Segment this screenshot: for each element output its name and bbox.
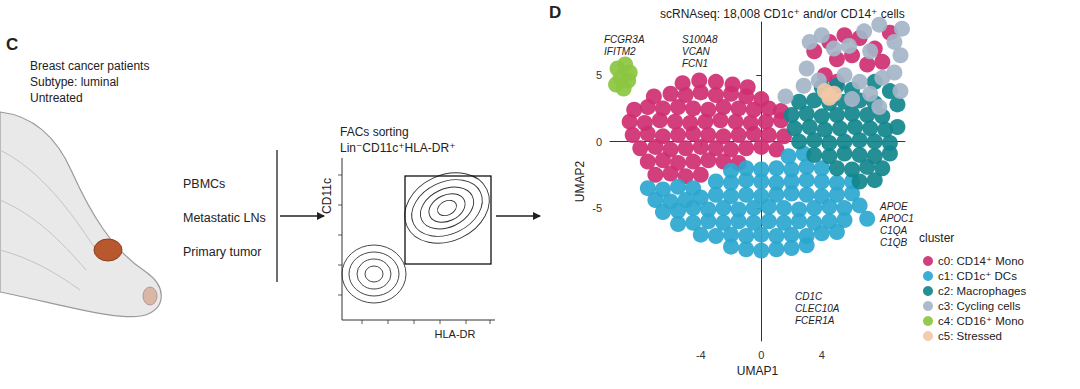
svg-text:CD11c: CD11c	[320, 178, 334, 214]
svg-text:HLA-DR: HLA-DR	[435, 328, 476, 340]
svg-text:C: C	[6, 35, 18, 54]
svg-text:-5: -5	[592, 202, 602, 214]
svg-text:Breast cancer patients: Breast cancer patients	[30, 59, 149, 73]
svg-text:Metastatic LNs: Metastatic LNs	[183, 211, 266, 225]
svg-text:S100A8: S100A8	[682, 34, 718, 45]
svg-text:scRNAseq: 18,008 CD1c⁺ and/or: scRNAseq: 18,008 CD1c⁺ and/or CD14⁺ cell…	[660, 7, 905, 21]
svg-text:C1QA: C1QA	[880, 225, 908, 236]
svg-text:c0: CD14⁺ Mono: c0: CD14⁺ Mono	[938, 255, 1024, 267]
svg-text:Lin⁻CD11c⁺HLA-DR⁺: Lin⁻CD11c⁺HLA-DR⁺	[340, 141, 455, 155]
svg-text:4: 4	[819, 349, 825, 361]
svg-text:Untreated: Untreated	[30, 91, 83, 105]
svg-text:0: 0	[758, 349, 764, 361]
svg-text:C1QB: C1QB	[880, 237, 908, 248]
svg-text:cluster: cluster	[919, 231, 954, 245]
svg-text:-4: -4	[696, 349, 706, 361]
svg-text:VCAN: VCAN	[682, 46, 711, 57]
svg-text:CD1C: CD1C	[795, 291, 823, 302]
svg-text:c5: Stressed: c5: Stressed	[938, 330, 1002, 342]
svg-text:APOE: APOE	[879, 201, 908, 212]
svg-text:APOC1: APOC1	[879, 213, 914, 224]
svg-text:FCGR3A: FCGR3A	[604, 34, 645, 45]
svg-text:5: 5	[596, 69, 602, 81]
svg-text:c4: CD16⁺ Mono: c4: CD16⁺ Mono	[938, 315, 1024, 327]
svg-text:CLEC10A: CLEC10A	[795, 303, 840, 314]
svg-text:c3: Cycling cells: c3: Cycling cells	[938, 300, 1021, 312]
svg-text:0: 0	[596, 136, 602, 148]
svg-text:PBMCs: PBMCs	[183, 177, 225, 191]
svg-text:c1: CD1c⁺ DCs: c1: CD1c⁺ DCs	[938, 270, 1017, 282]
svg-text:Subtype: luminal: Subtype: luminal	[30, 75, 119, 89]
svg-text:D: D	[549, 3, 561, 22]
svg-text:FCER1A: FCER1A	[795, 315, 835, 326]
svg-text:c2: Macrophages: c2: Macrophages	[938, 285, 1026, 297]
svg-text:UMAP1: UMAP1	[737, 364, 779, 378]
svg-text:IFITM2: IFITM2	[604, 46, 636, 57]
svg-text:Primary tumor: Primary tumor	[183, 245, 261, 259]
svg-text:FACs sorting: FACs sorting	[340, 125, 409, 139]
svg-text:FCN1: FCN1	[682, 58, 708, 69]
svg-text:UMAP2: UMAP2	[573, 161, 587, 203]
